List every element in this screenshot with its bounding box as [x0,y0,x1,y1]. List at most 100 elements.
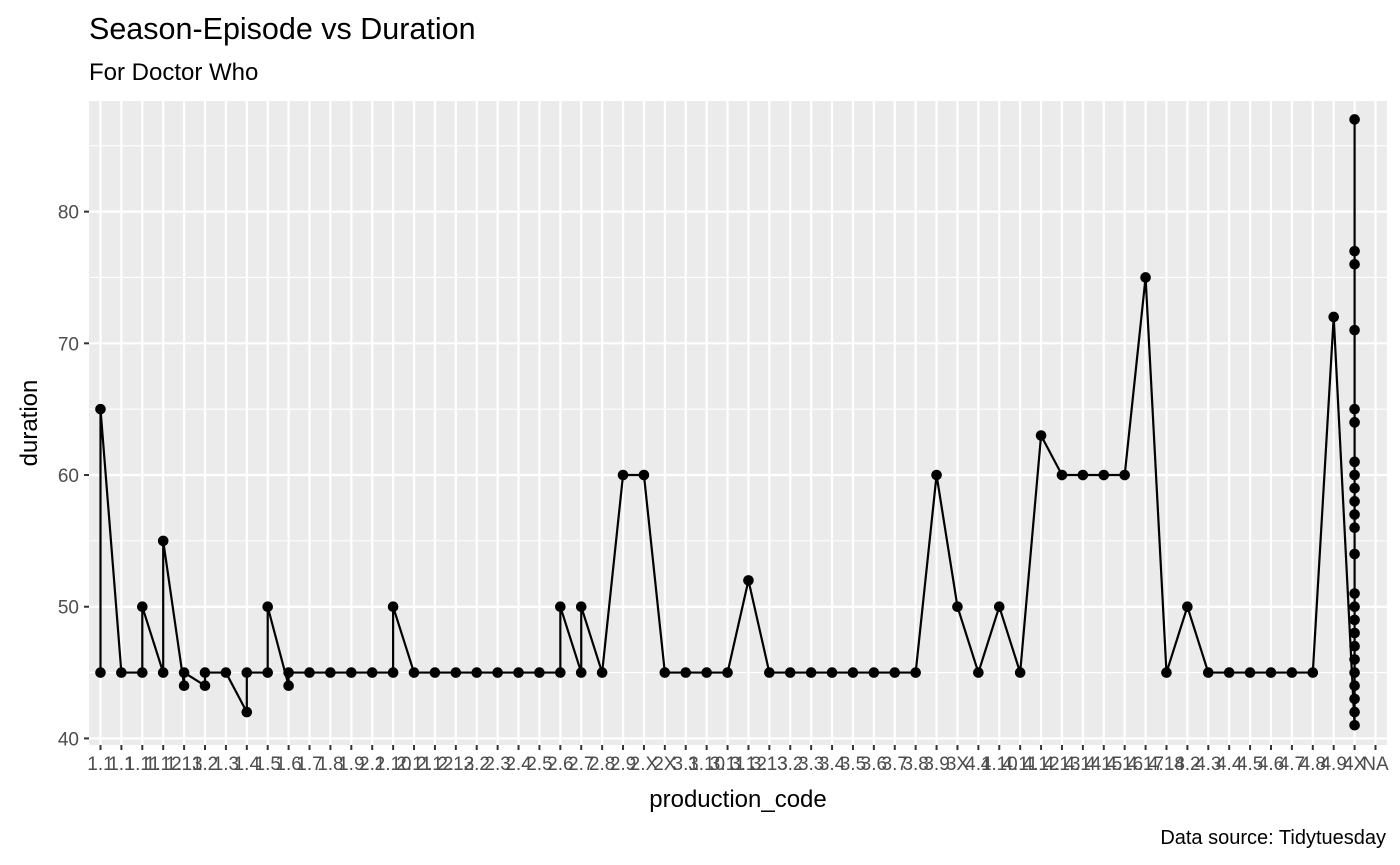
x-tick-label: 2X [653,754,677,775]
x-tick-label: 1.12 [145,754,182,775]
x-tick-label: 4.8 [1300,754,1326,775]
data-point [1349,548,1360,560]
data-point [429,667,441,678]
data-point [95,403,106,415]
x-tick-label: 3.6 [861,754,887,775]
data-point [1349,706,1360,718]
x-tick-label: 2.5 [526,754,552,775]
x-tick-label: 2.12 [416,754,453,775]
chart-title: Season-Episode vs Duration [89,12,476,46]
data-point [889,667,901,678]
x-tick-label: 4.17 [1127,754,1164,775]
data-point [596,667,608,678]
data-point [1202,667,1214,678]
data-point [1119,469,1130,481]
data-point [157,535,169,547]
x-tick-label: 4X [1343,754,1367,775]
data-point [1349,667,1360,678]
data-point [241,667,253,678]
x-tick-label: 2.2 [464,754,490,775]
data-point [1349,693,1360,705]
x-tick-label: 2.1 [359,754,385,775]
y-major-gridlines [89,210,1387,740]
data-point [1098,469,1110,481]
x-tick-label: 4.14 [1064,754,1101,775]
data-point [575,601,587,613]
x-tick-label: 2.X [630,754,659,775]
data-point [1349,601,1360,613]
x-tick-label: 1.5 [255,754,281,775]
data-point [1182,601,1193,613]
data-point [722,667,733,678]
data-point [868,667,880,678]
x-tick-label: 2.4 [505,754,532,775]
y-tick-label: 80 [58,203,79,224]
x-tick-label: 4.6 [1258,754,1284,775]
data-point [262,667,274,678]
data-point [764,667,775,678]
x-tick-label: 3.13 [751,754,788,775]
x-tick-label: 1.1 [87,754,113,775]
x-tick-label: 4.10 [981,754,1018,775]
data-point [1349,654,1360,665]
x-tick-label: 3X [946,754,970,775]
data-point [1244,667,1256,678]
x-tick-label: 2.9 [610,754,636,775]
data-point [1014,667,1026,678]
x-tick-label: 4.5 [1237,754,1263,775]
data-point [1349,614,1360,626]
data-point [659,667,671,678]
x-tick-label: 3.3 [798,754,824,775]
data-point [1349,588,1360,599]
data-point [178,680,190,692]
data-point [387,601,399,613]
data-point [1307,667,1319,678]
data-point [805,667,817,678]
x-tick-label: 3.9 [923,754,949,775]
x-tick-label: 4.2 [1174,754,1200,775]
data-point [1035,430,1047,441]
x-tick-label: 4.9 [1320,754,1346,775]
x-tick-label: 1.2 [192,754,218,775]
data-point [241,706,253,718]
x-tick-label: 4.3 [1195,754,1221,775]
data-point [1349,496,1360,507]
data-point [325,667,336,678]
x-tick-label: 1.1 [108,754,134,775]
data-point [1349,482,1360,494]
data-point [157,667,169,678]
data-point [638,469,650,481]
data-point [534,667,545,678]
x-tick-label: 2.13 [437,754,474,775]
y-tick-label: 70 [58,334,79,355]
data-point [617,469,629,481]
data-point [1349,245,1360,257]
data-point [304,667,315,678]
data-point [137,601,148,613]
x-tick-label: 2.6 [547,754,573,775]
x-tick-label: NA [1362,754,1389,775]
data-point [1056,469,1068,481]
x-tick-label: 4.16 [1106,754,1143,775]
data-point [743,575,754,586]
data-point [1077,469,1089,481]
x-tick-label: 2.8 [589,754,615,775]
chart-caption: Data source: Tidytuesday [1160,827,1386,849]
data-point [910,667,921,678]
x-tick-label: 2.3 [484,754,510,775]
data-point [1223,667,1235,678]
data-point [408,667,420,678]
data-point [555,667,566,678]
data-point [471,667,483,678]
data-point [1349,403,1360,415]
x-tick-label: 1.3 [213,754,239,775]
data-point [1328,311,1339,323]
data-point [1265,667,1277,678]
x-tick-label: 4.15 [1085,754,1122,775]
x-tick-label: 2.10 [375,754,412,775]
x-tick-label: 4.4 [1216,754,1243,775]
x-tick-label: 1.7 [296,754,322,775]
data-point [95,667,106,678]
x-tick-label: 3.11 [710,754,746,775]
